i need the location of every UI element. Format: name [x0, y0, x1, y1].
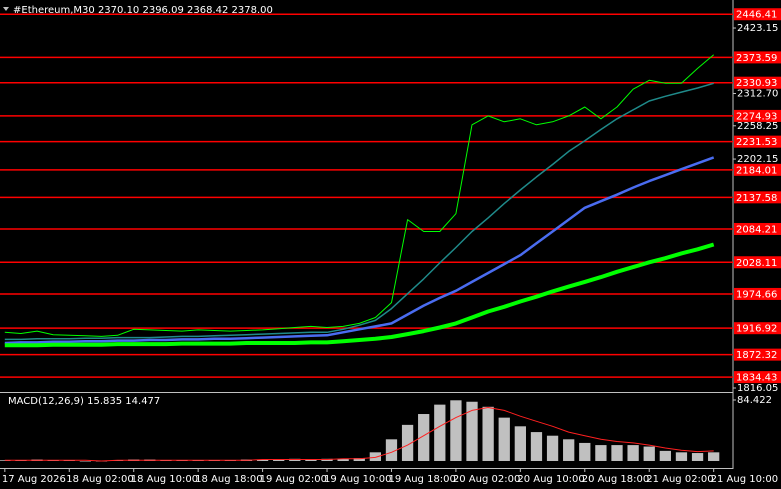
level-label: 2137.58	[736, 193, 777, 204]
x-tick-label: 18 Aug 18:00	[195, 474, 262, 485]
level-label: 2330.93	[736, 78, 777, 89]
series-line	[4, 82, 714, 341]
x-tick-label: 20 Aug 10:00	[517, 474, 584, 485]
level-label: 2184.01	[736, 165, 777, 176]
histogram-bar	[337, 458, 349, 461]
x-tick-label: 21 Aug 02:00	[646, 474, 713, 485]
histogram-bar	[482, 406, 494, 461]
histogram-bar	[401, 424, 414, 461]
histogram-bar	[579, 442, 591, 461]
level-label: 2446.41	[736, 10, 777, 21]
histogram-bar	[563, 439, 575, 461]
histogram-bar	[418, 414, 430, 461]
collapse-icon[interactable]	[3, 7, 9, 11]
histogram-bar	[675, 452, 688, 461]
x-tick-label: 19 Aug 02:00	[260, 474, 327, 485]
histogram-bar	[643, 446, 655, 461]
y-tick-label: 2258.25	[737, 121, 778, 132]
histogram-bar	[434, 404, 446, 461]
histogram-bar	[546, 435, 559, 461]
histogram-bar	[369, 452, 381, 461]
series-line	[4, 156, 715, 345]
level-label-box	[734, 76, 781, 89]
level-label-box	[734, 51, 781, 64]
histogram-bar	[273, 459, 285, 461]
histogram-bar	[627, 445, 639, 461]
x-tick-label: 18 Aug 02:00	[66, 474, 133, 485]
y-tick-label: 2312.70	[737, 89, 778, 100]
level-label-box	[734, 322, 781, 335]
histogram-bar	[595, 445, 607, 461]
level-label: 1872.32	[736, 350, 777, 361]
x-tick-label: 20 Aug 02:00	[453, 474, 520, 485]
indicator-title: MACD(12,26,9) 15.835 14.477	[8, 396, 160, 407]
y-tick-label: 2423.15	[737, 23, 778, 34]
histogram-bar	[385, 439, 398, 461]
level-label: 2373.59	[736, 53, 777, 64]
level-label: 1974.66	[736, 289, 777, 300]
y-tick-label: 84.422	[737, 395, 772, 406]
histogram-bar	[611, 445, 623, 461]
series-line	[4, 407, 714, 462]
series-line	[4, 54, 715, 337]
histogram-bar	[79, 460, 92, 462]
histogram-bar	[450, 400, 462, 461]
histogram-bar	[659, 450, 671, 461]
histogram-bar	[305, 459, 317, 461]
level-label-box	[734, 222, 781, 235]
histogram-bar	[691, 453, 704, 461]
level-label-box	[734, 191, 781, 204]
level-label-box	[734, 163, 781, 176]
level-label: 2274.93	[736, 111, 777, 122]
level-label: 1834.43	[736, 373, 777, 384]
x-tick-label: 19 Aug 18:00	[388, 474, 455, 485]
level-label: 2084.21	[736, 224, 777, 235]
histogram-bar	[353, 458, 365, 461]
histogram-bar	[708, 452, 720, 461]
histogram-bar	[530, 432, 543, 461]
x-tick-label: 20 Aug 18:00	[582, 474, 649, 485]
histogram-bar	[498, 417, 510, 461]
level-label-box	[734, 256, 781, 269]
y-tick-label: 2202.15	[737, 154, 778, 165]
histogram-bar	[514, 426, 526, 461]
level-label-box	[734, 287, 781, 300]
level-label-box	[734, 371, 781, 384]
level-label: 2231.53	[736, 137, 777, 148]
histogram-bar	[466, 401, 478, 461]
x-tick-label: 18 Aug 10:00	[131, 474, 198, 485]
level-label: 2028.11	[736, 258, 777, 269]
x-tick-label: 17 Aug 2026	[2, 474, 66, 485]
histogram-bar	[256, 459, 269, 461]
level-label-box	[734, 348, 781, 361]
y-tick-label: 1816.05	[737, 383, 778, 394]
level-label-box	[734, 109, 781, 122]
level-label: 1916.92	[736, 324, 777, 335]
level-label-box	[734, 8, 781, 21]
x-tick-label: 21 Aug 10:00	[711, 474, 778, 485]
level-label-box	[734, 135, 781, 148]
chart-title: #Ethereum,M30 2370.10 2396.09 2368.42 23…	[13, 5, 273, 16]
series-line	[4, 242, 715, 348]
x-tick-label: 19 Aug 10:00	[324, 474, 391, 485]
